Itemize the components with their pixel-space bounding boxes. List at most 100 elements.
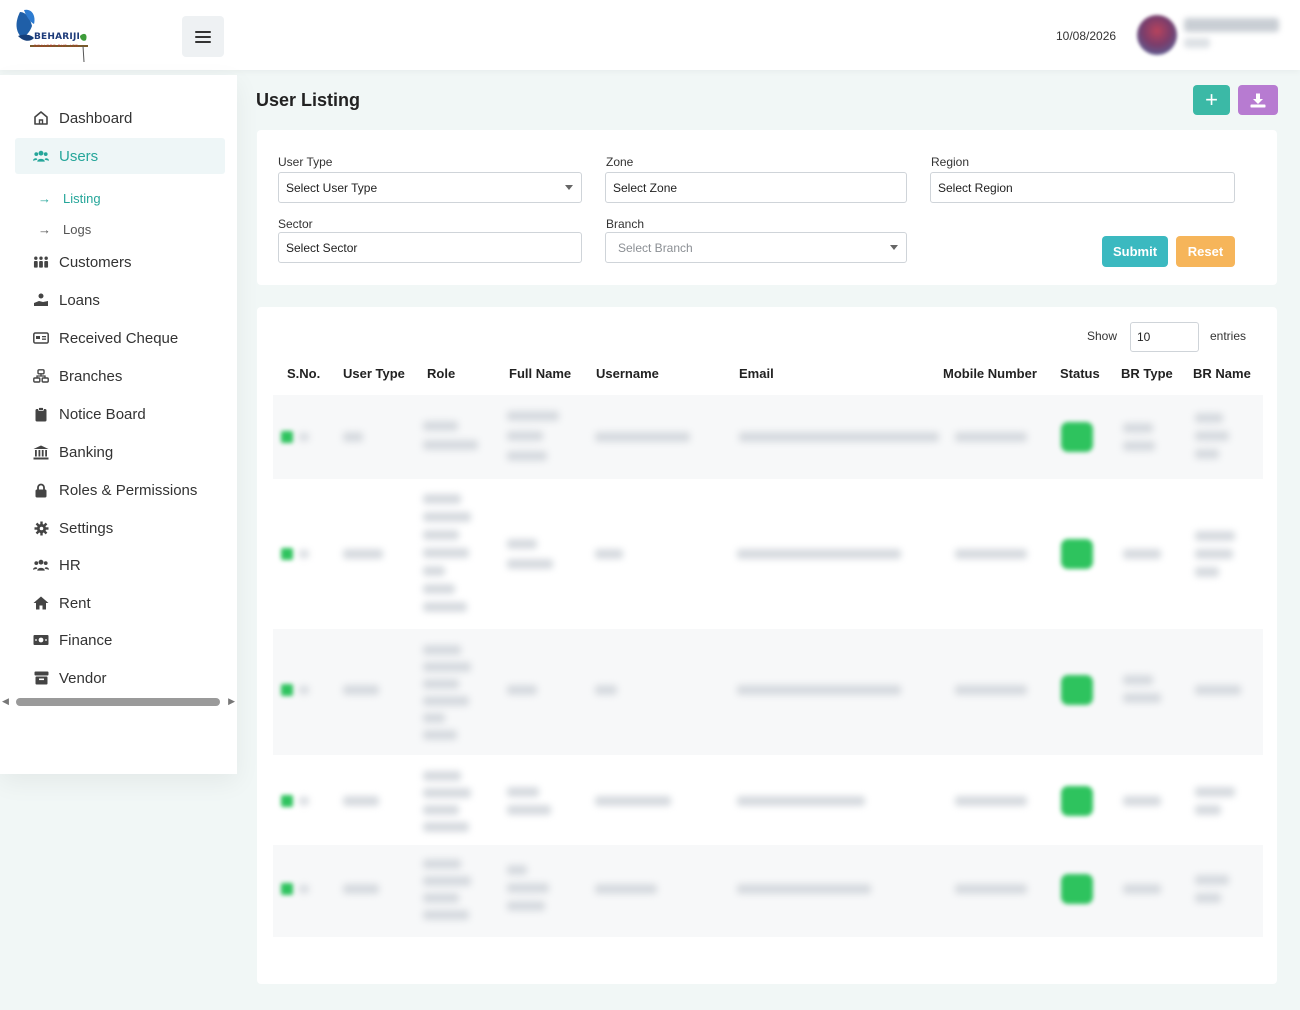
scroll-left-icon[interactable]: ◀ bbox=[2, 696, 9, 706]
redacted-cell bbox=[739, 432, 939, 442]
status-badge[interactable] bbox=[1061, 422, 1093, 452]
user-name-redacted[interactable] bbox=[1184, 18, 1279, 32]
scrollbar-thumb[interactable] bbox=[16, 698, 220, 706]
money-icon bbox=[33, 632, 49, 648]
branch-select[interactable]: Select Branch bbox=[605, 232, 907, 263]
submit-button[interactable]: Submit bbox=[1102, 236, 1168, 267]
menu-toggle-button[interactable] bbox=[182, 16, 224, 57]
column-header-sno[interactable]: S.No. bbox=[287, 366, 321, 381]
row-checkbox[interactable] bbox=[281, 431, 293, 443]
column-header-br-type[interactable]: BR Type bbox=[1121, 366, 1173, 381]
sidebar-item-label: Loans bbox=[59, 291, 100, 309]
redacted-cell bbox=[1195, 413, 1223, 423]
redacted-cell bbox=[343, 432, 363, 442]
user-avatar[interactable] bbox=[1137, 15, 1177, 55]
redacted-cell bbox=[955, 685, 1027, 695]
sidebar-item-banking[interactable]: Banking bbox=[15, 434, 225, 470]
column-header-full-name[interactable]: Full Name bbox=[509, 366, 572, 381]
redacted-cell bbox=[423, 788, 471, 798]
user-type-select[interactable]: Select User Type bbox=[278, 172, 582, 203]
table-row[interactable] bbox=[273, 755, 1263, 845]
redacted-cell bbox=[507, 787, 539, 797]
sidebar-item-label: Branches bbox=[59, 367, 123, 385]
status-badge[interactable] bbox=[1061, 539, 1093, 569]
redacted-cell bbox=[507, 411, 559, 421]
sidebar-subitem-listing[interactable]: → Listing bbox=[38, 187, 101, 209]
sidebar-item-roles-permissions[interactable]: Roles & Permissions bbox=[15, 472, 225, 508]
row-checkbox[interactable] bbox=[281, 548, 293, 560]
sidebar-item-label: Banking bbox=[59, 443, 114, 461]
sidebar-item-finance[interactable]: Finance bbox=[15, 622, 225, 658]
company-logo[interactable]: BEHARIJI DEALERS PVT. LTD. bbox=[14, 6, 94, 64]
status-badge[interactable] bbox=[1061, 874, 1093, 904]
redacted-cell bbox=[1123, 693, 1161, 703]
sidebar-item-vendor[interactable]: Vendor bbox=[15, 660, 225, 696]
table-row[interactable] bbox=[273, 629, 1263, 755]
row-checkbox[interactable] bbox=[281, 684, 293, 696]
sidebar-item-dashboard[interactable]: Dashboard bbox=[15, 100, 225, 136]
redacted-cell bbox=[343, 884, 379, 894]
sidebar-item-label: Dashboard bbox=[59, 109, 133, 127]
scroll-right-icon[interactable]: ▶ bbox=[228, 696, 235, 706]
sidebar-subitem-logs[interactable]: → Logs bbox=[38, 218, 91, 240]
region-label: Region bbox=[931, 155, 970, 169]
redacted-cell bbox=[423, 530, 459, 540]
sidebar-item-loans[interactable]: Loans bbox=[15, 282, 225, 318]
redacted-cell bbox=[423, 730, 457, 740]
redacted-cell bbox=[1195, 449, 1219, 459]
table-row[interactable] bbox=[273, 845, 1263, 937]
page-size-input[interactable]: 10 bbox=[1130, 322, 1199, 352]
redacted-cell bbox=[299, 797, 309, 805]
column-header-email[interactable]: Email bbox=[739, 366, 774, 381]
redacted-cell bbox=[1195, 431, 1229, 441]
zone-label: Zone bbox=[606, 155, 634, 169]
download-button[interactable] bbox=[1238, 85, 1278, 115]
redacted-cell bbox=[423, 876, 471, 886]
hamburger-icon bbox=[195, 30, 211, 43]
sidebar-item-settings[interactable]: Settings bbox=[15, 510, 225, 546]
table-row[interactable] bbox=[273, 395, 1263, 479]
region-select[interactable]: Select Region bbox=[930, 172, 1235, 203]
sidebar-horizontal-scrollbar[interactable]: ◀ ▶ bbox=[2, 695, 235, 709]
sidebar-item-label: Notice Board bbox=[59, 405, 146, 423]
sidebar-item-notice-board[interactable]: Notice Board bbox=[15, 396, 225, 432]
redacted-cell bbox=[423, 645, 461, 655]
column-header-role[interactable]: Role bbox=[427, 366, 456, 381]
redacted-cell bbox=[423, 566, 445, 576]
status-badge[interactable] bbox=[1061, 786, 1093, 816]
reset-button[interactable]: Reset bbox=[1176, 236, 1235, 267]
status-badge[interactable] bbox=[1061, 675, 1093, 705]
column-header-mobile[interactable]: Mobile Number bbox=[943, 366, 1037, 381]
branch-label: Branch bbox=[606, 217, 645, 231]
redacted-cell bbox=[1195, 787, 1235, 797]
sector-select[interactable]: Select Sector bbox=[278, 232, 582, 263]
sidebar-item-customers[interactable]: Customers bbox=[15, 244, 225, 280]
column-header-status[interactable]: Status bbox=[1060, 366, 1100, 381]
redacted-cell bbox=[1123, 884, 1161, 894]
add-user-button[interactable]: + bbox=[1193, 85, 1230, 115]
sidebar-item-rent[interactable]: Rent bbox=[15, 585, 225, 621]
sidebar-item-hr[interactable]: HR bbox=[15, 547, 225, 583]
column-header-user-type[interactable]: User Type bbox=[343, 366, 405, 381]
column-header-username[interactable]: Username bbox=[596, 366, 659, 381]
entries-label: entries bbox=[1210, 329, 1247, 343]
hr-icon bbox=[33, 557, 49, 573]
redacted-cell bbox=[507, 451, 547, 461]
redacted-cell bbox=[507, 559, 553, 569]
column-header-br-name[interactable]: BR Name bbox=[1193, 366, 1251, 381]
redacted-cell bbox=[299, 550, 309, 558]
row-checkbox[interactable] bbox=[281, 795, 293, 807]
row-checkbox[interactable] bbox=[281, 883, 293, 895]
redacted-cell bbox=[1123, 675, 1153, 685]
sidebar-item-received-cheque[interactable]: Received Cheque bbox=[15, 320, 225, 356]
redacted-cell bbox=[423, 662, 471, 672]
sidebar-item-users[interactable]: Users bbox=[15, 138, 225, 174]
clipboard-icon bbox=[33, 406, 49, 422]
zone-select[interactable]: Select Zone bbox=[605, 172, 907, 203]
vendor-icon bbox=[33, 670, 49, 686]
redacted-cell bbox=[955, 884, 1027, 894]
redacted-cell bbox=[1195, 549, 1233, 559]
redacted-cell bbox=[423, 893, 459, 903]
table-row[interactable] bbox=[273, 479, 1263, 629]
sidebar-item-branches[interactable]: Branches bbox=[15, 358, 225, 394]
